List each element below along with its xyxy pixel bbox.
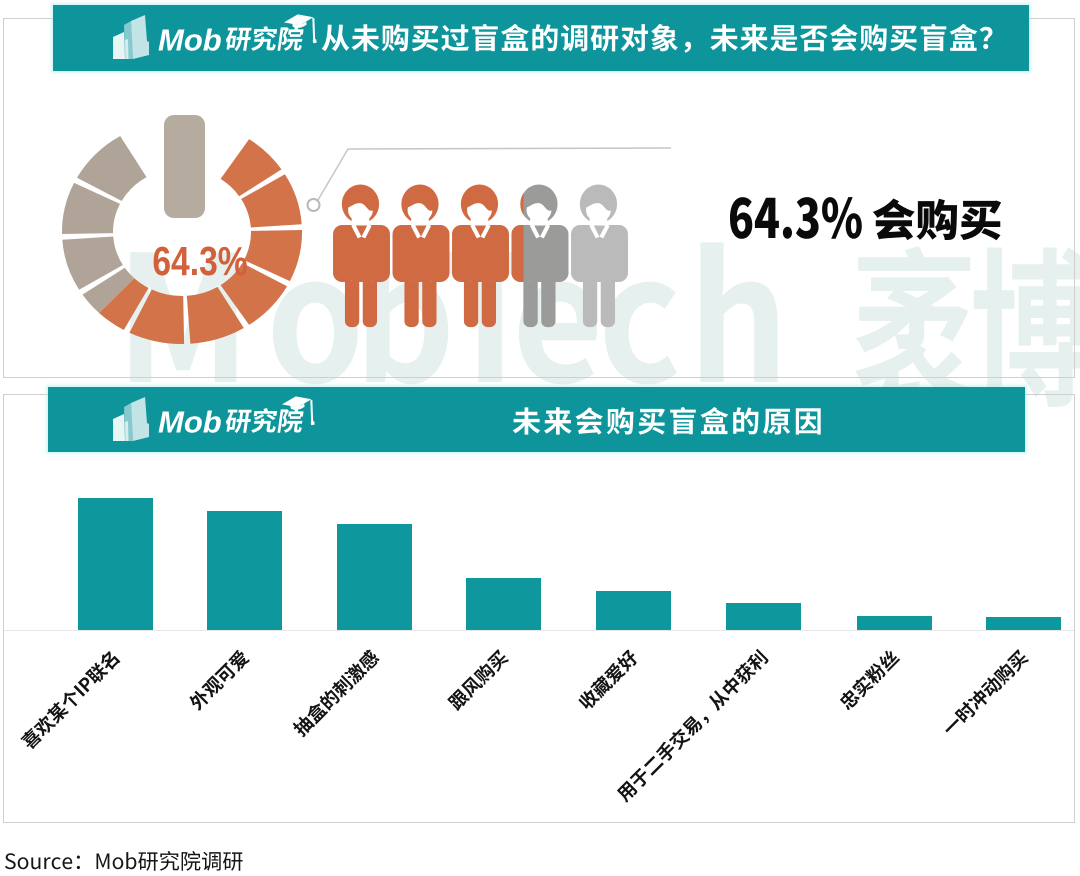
svg-text:Mob: Mob	[158, 405, 222, 440]
svg-text:64.3%: 64.3%	[152, 238, 247, 284]
svg-text:Mob: Mob	[158, 23, 222, 58]
